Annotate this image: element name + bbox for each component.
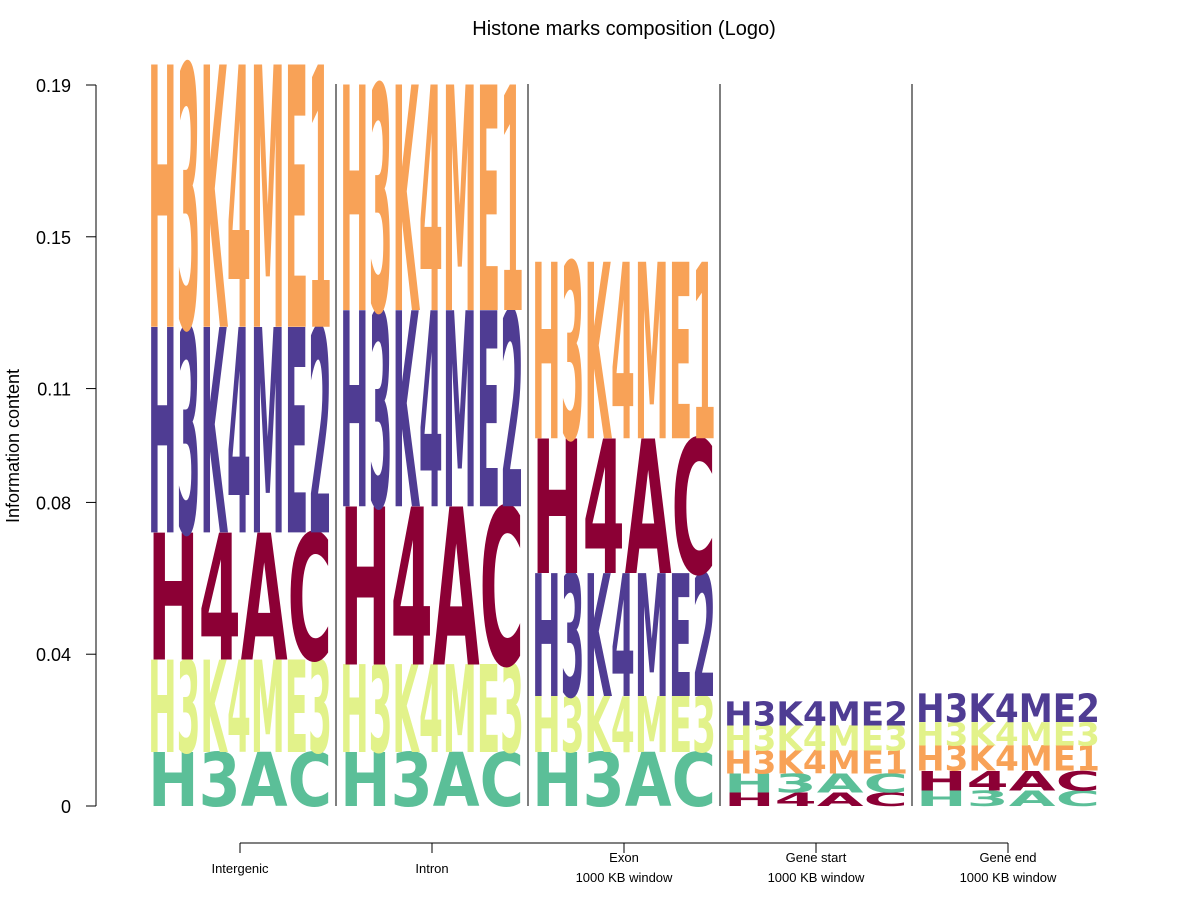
logo-glyph-h4ac: H4AC [532,404,716,618]
x-tick-label: Gene start [786,850,847,865]
logo-glyph-h3ac: H3AC [148,737,332,823]
y-tick-label: 0.15 [36,228,71,248]
logo-glyph-h4ac: H4AC [340,463,524,716]
x-tick-sublabel: 1000 KB window [960,870,1057,885]
logo-glyph-h3k4me3: H3K4ME3 [340,641,524,781]
logo-glyph-h4ac: H4AC [724,788,908,810]
logo-glyph-h3k4me1: H3K4ME1 [340,23,524,383]
logo-glyph-h3k4me2: H3K4ME2 [148,273,332,600]
y-tick-label: 0.08 [36,493,71,513]
logo-glyph-h3k4me3: H3K4ME3 [916,715,1100,752]
logo-glyph-h3ac: H3AC [532,737,716,823]
logo-glyph-h3ac: H3AC [340,737,524,823]
y-axis-label: Information content [3,369,23,523]
logo-glyph-h3k4me3: H3K4ME3 [724,720,908,760]
logo-glyph-h3k4me2: H3K4ME2 [340,258,524,571]
x-tick-label: Exon [609,850,639,865]
logo-glyph-h3k4me1: H3K4ME1 [916,739,1100,779]
logo-glyph-h3k4me3: H3K4ME3 [532,682,716,771]
x-axis: Intergenic Intron Exon 1000 KB window Gene s… [211,842,1057,885]
x-tick-label: Gene end [979,850,1036,865]
logo-glyph-h4ac: H4AC [916,766,1100,797]
logo-stacks: H3ACH3K4ME3H4ACH3K4ME2H3K4ME1H3ACH3K4ME3… [148,0,1100,823]
logo-glyph-h3k4me1: H3K4ME1 [724,744,908,781]
y-tick-label: 0.04 [36,645,71,665]
logo-glyph-h3ac: H3AC [916,786,1100,811]
logo-glyph-h3k4me1: H3K4ME1 [148,0,332,413]
x-tick-label: Intron [415,861,448,876]
y-tick-label: 0.19 [36,76,71,96]
logo-glyph-h4ac: H4AC [148,498,332,701]
x-tick-sublabel: 1000 KB window [576,870,673,885]
x-tick-sublabel: 1000 KB window [768,870,865,885]
chart-title: Histone marks composition (Logo) [472,18,775,40]
x-tick-label: Intergenic [211,861,269,876]
logo-glyph-h3k4me1: H3K4ME1 [532,213,716,496]
logo-glyph-h3k4me2: H3K4ME2 [724,695,908,733]
logo-glyph-h3k4me3: H3K4ME3 [148,635,332,782]
y-tick-label: 0 [61,797,71,817]
y-tick-label: 0.11 [37,380,71,400]
logo-glyph-h3ac: H3AC [724,769,908,799]
y-axis: 0 0.04 0.08 0.11 0.15 0.19 [36,76,97,817]
logo-glyph-h3k4me2: H3K4ME2 [532,539,716,736]
logo-glyph-h3k4me2: H3K4ME2 [916,686,1100,732]
